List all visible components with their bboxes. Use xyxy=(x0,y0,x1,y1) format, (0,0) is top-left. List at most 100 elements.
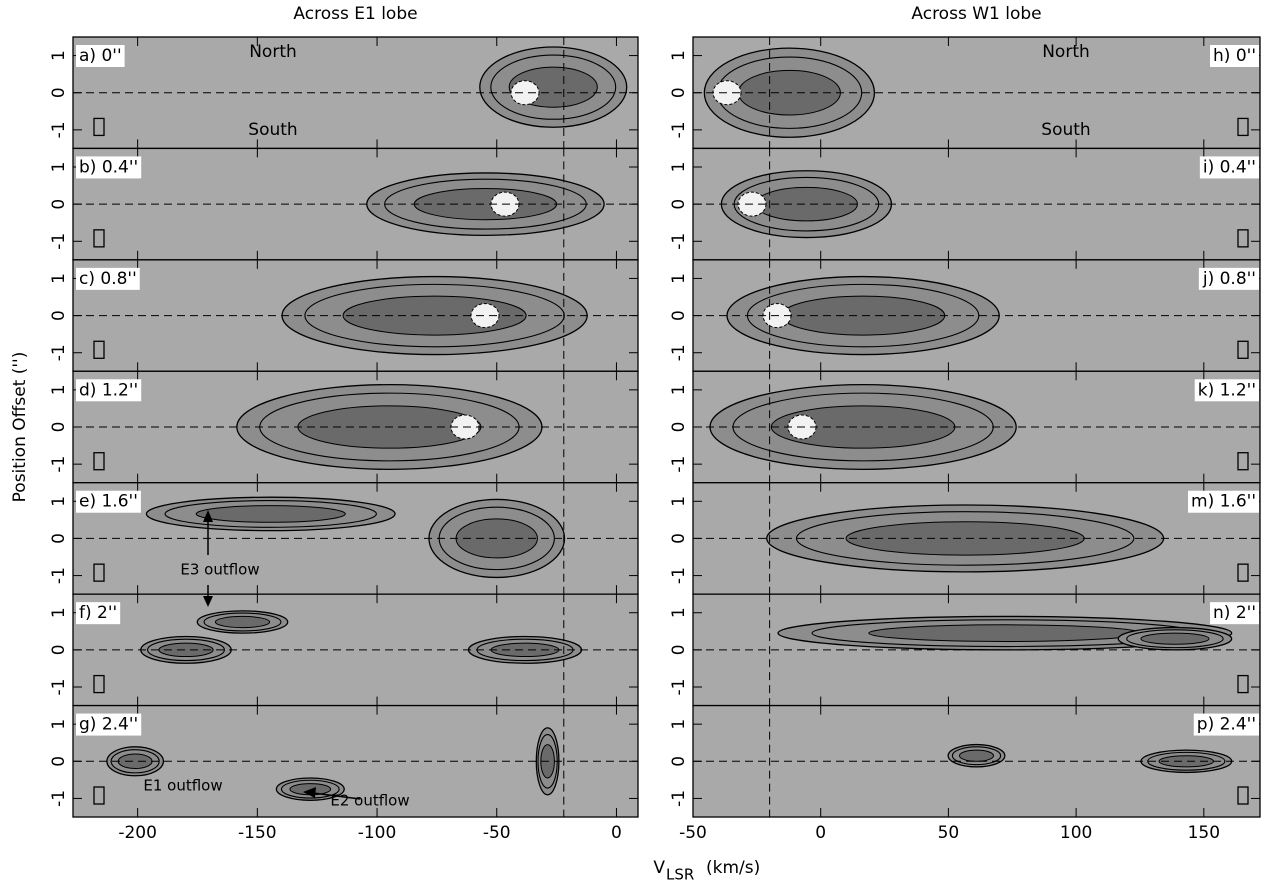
x-tick-label: 100 xyxy=(1060,823,1092,843)
y-tick-label: -1 xyxy=(49,344,69,361)
contour-mid xyxy=(490,54,617,120)
y-tick-label: 1 xyxy=(49,719,69,730)
y-tick-label: 0 xyxy=(669,422,689,433)
panel: -1 0 1 m) 1.6'' xyxy=(669,482,1261,595)
y-tick-label: -1 xyxy=(669,456,689,473)
panel-label: j) 0.8'' xyxy=(1202,269,1256,289)
y-tick-label: -1 xyxy=(669,790,689,807)
beam xyxy=(93,452,105,471)
annotation: E1 outflow xyxy=(143,777,222,795)
panel-label-background xyxy=(1188,490,1259,513)
beam xyxy=(1237,786,1249,805)
y-tick-label: 1 xyxy=(49,162,69,173)
panel: -1 0 1 a) 0'' xyxy=(49,36,639,150)
y-tick-label: 0 xyxy=(49,644,69,655)
panel-label-background xyxy=(76,602,121,625)
beam xyxy=(1237,452,1249,471)
y-tick-label: 0 xyxy=(669,533,689,544)
contour-mid xyxy=(1147,751,1226,771)
y-tick-label: 1 xyxy=(49,496,69,507)
x-tick-label: -200 xyxy=(118,823,157,843)
panel: -1 0 1 k) 1.2'' xyxy=(669,370,1261,484)
panel-label-background xyxy=(76,490,141,513)
panel-label: k) 1.2'' xyxy=(1198,380,1256,400)
absorption xyxy=(510,80,540,106)
y-tick-label: 1 xyxy=(669,273,689,284)
y-tick-label: 1 xyxy=(49,607,69,618)
panel-label: c) 0.8'' xyxy=(79,269,137,289)
panel-label: n) 2'' xyxy=(1213,603,1256,623)
y-tick-label: 0 xyxy=(669,310,689,321)
panel-label: h) 0'' xyxy=(1213,46,1256,66)
y-tick-label: 0 xyxy=(669,756,689,767)
y-tick-label: 0 xyxy=(49,533,69,544)
annotation: E3 outflow xyxy=(180,561,259,579)
y-tick-label: 1 xyxy=(669,607,689,618)
panel-label: f) 2'' xyxy=(79,603,117,623)
panel-label-background xyxy=(76,713,142,736)
beam xyxy=(93,117,105,137)
annotation: North xyxy=(249,42,297,62)
panel: -1 0 1 p) 2.4'' xyxy=(669,704,1261,818)
annotation: South xyxy=(248,120,297,140)
y-tick-label: -1 xyxy=(49,233,69,250)
x-tick-label: -50 xyxy=(483,823,511,843)
y-tick-label: -1 xyxy=(49,679,69,696)
beam xyxy=(1237,229,1249,248)
y-tick-label: 1 xyxy=(669,719,689,730)
x-axis-label-unit: (km/s) xyxy=(706,858,760,878)
y-tick-label: 0 xyxy=(49,422,69,433)
panel-label-background xyxy=(1193,713,1259,736)
y-axis-label: Position Offset ('') xyxy=(10,352,30,503)
panel-label-background xyxy=(1199,156,1259,179)
contour-mid xyxy=(280,779,340,799)
y-tick-label: -1 xyxy=(49,121,69,138)
panel-label-background xyxy=(76,156,142,179)
x-tick-label: 150 xyxy=(1188,823,1220,843)
contour-mid xyxy=(951,746,1002,766)
panel-label-background xyxy=(76,267,140,290)
contour-inner xyxy=(117,753,153,770)
panel: -1 0 1 e) 1.6'' xyxy=(49,482,639,595)
y-tick-label: 1 xyxy=(669,50,689,61)
contour-mid xyxy=(164,499,377,528)
contour-inner xyxy=(868,624,1142,643)
y-tick-label: -1 xyxy=(669,344,689,361)
panel-label-background xyxy=(1210,45,1259,67)
x-tick-label: -150 xyxy=(238,823,277,843)
beam xyxy=(93,340,105,359)
arrowhead xyxy=(203,510,213,522)
panel: -1 0 1 n) 2'' xyxy=(669,593,1261,707)
y-tick-label: 0 xyxy=(49,310,69,321)
panel: -1 0 1 h) 0'' xyxy=(669,36,1261,150)
panel-label: b) 0.4'' xyxy=(79,157,138,177)
beam xyxy=(93,563,105,582)
panel: -1 0 1 j) 0.8'' xyxy=(669,259,1261,372)
panel: -1 0 1 c) 0.8'' xyxy=(49,259,639,372)
panel-label-background xyxy=(1210,602,1259,625)
annotation: E2 outflow xyxy=(330,792,409,810)
y-tick-label: 1 xyxy=(669,496,689,507)
beam xyxy=(93,229,105,248)
beam xyxy=(1237,563,1249,582)
panel-label-background xyxy=(1194,379,1259,402)
panel-label: i) 0.4'' xyxy=(1203,157,1256,177)
x-tick-label: 0 xyxy=(611,823,622,843)
contour-mid xyxy=(203,612,282,632)
panel-label: d) 1.2'' xyxy=(79,380,138,400)
panel: -1 0 1 i) 0.4'' xyxy=(669,147,1261,261)
panel: -1 0 1 f) 2'' xyxy=(49,593,639,707)
beam xyxy=(1237,340,1249,359)
y-tick-label: -1 xyxy=(669,679,689,696)
contour-inner xyxy=(195,505,346,523)
y-tick-label: -1 xyxy=(669,121,689,138)
y-tick-label: -1 xyxy=(49,790,69,807)
contour-inner xyxy=(214,615,271,629)
contour-mid xyxy=(147,638,225,662)
y-tick-label: 0 xyxy=(49,87,69,98)
contour-mid xyxy=(795,511,1135,566)
panel: -1 0 1 b) 0.4'' xyxy=(49,147,639,261)
contour-inner xyxy=(1140,632,1210,645)
x-axis-label: V xyxy=(653,858,665,878)
y-tick-label: -1 xyxy=(49,456,69,473)
